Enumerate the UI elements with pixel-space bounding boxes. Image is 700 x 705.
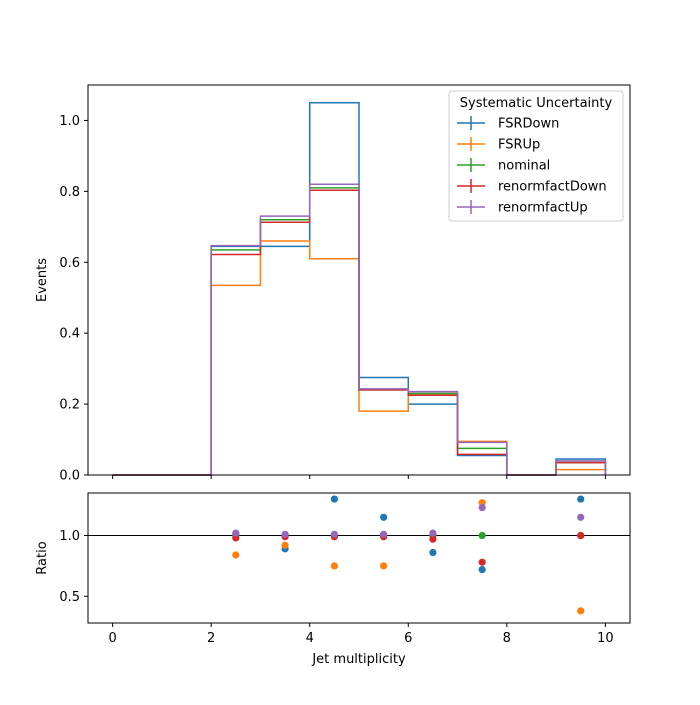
ratio-point-FSRDown <box>429 548 437 557</box>
ratio-point-FSRDown <box>478 565 486 574</box>
ratio-point-FSRUp <box>232 551 240 559</box>
ratio-point-FSRUp <box>577 607 585 615</box>
ratio-point-FSRUp <box>380 562 388 570</box>
histogram-y-tick-label: 0.8 <box>59 185 80 200</box>
histogram-y-tick-label: 0.6 <box>59 256 80 271</box>
ratio-point-renormfactUp <box>281 530 289 538</box>
legend-entries: FSRDown FSRUp nominal renormfactDown renormf… <box>457 116 607 216</box>
legend-label-FSRUp: FSRUp <box>498 138 540 153</box>
ratio-point-FSRDown <box>577 495 585 503</box>
legend: Systematic Uncertainty FSRDown FSRUp nomin… <box>448 90 624 222</box>
ratio-y-ticks: 0.5 1.0 <box>59 529 88 605</box>
histogram-y-tick-label: 0.2 <box>59 398 80 413</box>
ratio-x-tick-label: 8 <box>503 631 511 646</box>
histogram-y-tick-label: 0.4 <box>59 327 80 342</box>
ratio-point-renormfactUp <box>478 503 486 512</box>
legend-label-renormfactDown: renormfactDown <box>498 180 607 195</box>
ratio-x-tick-label: 2 <box>207 631 215 646</box>
legend-label-nominal: nominal <box>498 159 550 174</box>
legend-title: Systematic Uncertainty <box>460 96 613 111</box>
histogram-axes-frame <box>87 84 631 476</box>
ratio-x-tick-label: 4 <box>306 631 314 646</box>
histogram-y-axis-label: Events <box>35 258 50 302</box>
ratio-x-tick-label: 6 <box>404 631 412 646</box>
ratio-x-ticks: 0 2 4 6 8 10 <box>108 623 614 646</box>
legend-box <box>448 90 624 222</box>
ratio-point-renormfactUp <box>380 530 388 538</box>
ratio-point-renormfactUp <box>429 529 437 537</box>
ratio-point-renormfactDown <box>577 531 585 540</box>
histogram-panel: 0.0 0.2 0.4 0.6 0.8 1.0 Events Systematic Unc… <box>35 84 631 484</box>
ratio-points <box>232 495 585 615</box>
ratio-y-axis-label: Ratio <box>35 541 50 574</box>
histogram-y-tick-label: 1.0 <box>59 114 80 129</box>
ratio-point-nominal <box>478 531 486 540</box>
legend-label-renormfactUp: renormfactUp <box>498 201 588 216</box>
ratio-point-renormfactUp <box>232 529 240 537</box>
ratio-point-FSRUp <box>330 562 338 570</box>
ratio-point-FSRDown <box>380 513 388 521</box>
histogram-y-tick-label: 0.0 <box>59 469 80 484</box>
ratio-y-tick-label: 0.5 <box>59 590 80 605</box>
ratio-point-renormfactUp <box>330 530 338 538</box>
ratio-y-tick-label: 1.0 <box>59 529 80 544</box>
histogram-x-ticks <box>112 475 606 479</box>
ratio-x-tick-label: 10 <box>597 631 614 646</box>
ratio-x-tick-label: 0 <box>108 631 116 646</box>
ratio-point-renormfactUp <box>577 513 585 521</box>
x-axis-label: Jet multiplicity <box>311 652 406 667</box>
ratio-point-FSRUp <box>281 541 289 549</box>
histogram-y-ticks: 0.0 0.2 0.4 0.6 0.8 1.0 <box>59 114 88 484</box>
legend-label-FSRDown: FSRDown <box>498 117 559 132</box>
ratio-point-FSRDown <box>330 495 338 503</box>
ratio-point-renormfactDown <box>429 535 437 543</box>
ratio-axes-frame <box>87 492 631 624</box>
ratio-point-renormfactDown <box>478 558 486 566</box>
ratio-panel: 0.5 1.0 0 2 4 6 8 10 Ratio Jet multiplicity <box>35 492 631 667</box>
